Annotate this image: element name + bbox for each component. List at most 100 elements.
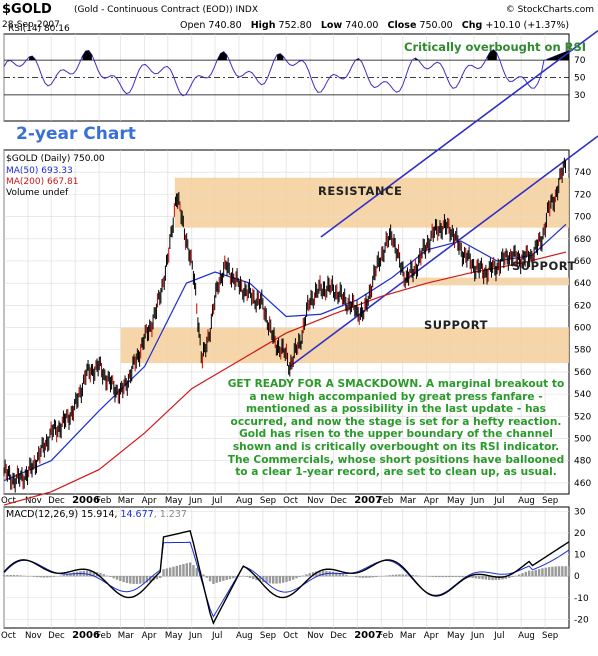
zone-support-1	[402, 277, 569, 286]
x-tick-price-23: Sep	[542, 496, 558, 506]
y-tick-460: 460	[574, 479, 591, 489]
x-tick-macd-18: Apr	[424, 631, 439, 641]
y-tick-680: 680	[574, 235, 591, 245]
copyright: © StockCharts.com	[505, 5, 594, 15]
y-tick-520: 520	[574, 412, 591, 422]
ticker-symbol: $GOLD	[2, 2, 52, 17]
chart-period-title: 2-year Chart	[16, 124, 136, 144]
rsi-tick-70: 70	[574, 56, 586, 66]
quote-date: 28-Sep-2007	[2, 20, 60, 30]
rsi-tick-50: 50	[574, 74, 586, 84]
y-tick-600: 600	[574, 324, 591, 334]
rsi-label: RSI(14) 80.16	[8, 24, 70, 34]
x-tick-macd-23: Sep	[542, 631, 558, 641]
commentary-text: GET READY FOR A SMACKDOWN. A marginal br…	[227, 378, 565, 479]
x-tick-macd-16: Feb	[378, 631, 393, 641]
high-label: High	[250, 20, 276, 31]
macd-tick-0: 30	[574, 507, 586, 517]
x-tick-price-12: Oct	[283, 496, 298, 506]
x-tick-macd-13: Nov	[307, 631, 324, 641]
y-tick-580: 580	[574, 346, 591, 356]
price-bars	[3, 157, 566, 493]
rsi-overbought-fill-6	[487, 49, 497, 61]
support-label-upper: SUPPORT	[512, 259, 576, 273]
x-tick-price-0: Oct	[1, 496, 16, 506]
x-tick-price-8: Jun	[188, 496, 202, 506]
rsi-overbought-fill-3	[277, 53, 284, 61]
x-tick-macd-3: 2006	[72, 630, 100, 641]
support-label-lower: SUPPORT	[424, 318, 488, 332]
legend-ma50-text: MA(50) 693.33	[6, 166, 73, 176]
y-tick-500: 500	[574, 435, 591, 445]
x-tick-macd-14: Dec	[330, 631, 347, 641]
x-tick-macd-7: May	[165, 631, 183, 641]
legend-price: $GOLD (Daily) 750.00	[6, 154, 105, 164]
y-tick-480: 480	[574, 457, 591, 467]
macd-tick-3: 0	[574, 572, 580, 582]
x-tick-macd-12: Oct	[283, 631, 298, 641]
x-tick-macd-0: Oct	[1, 631, 16, 641]
y-tick-700: 700	[574, 213, 591, 223]
rsi-overbought-fill-5	[415, 58, 419, 61]
x-tick-price-6: Apr	[142, 496, 157, 506]
macd-label-hist: , 1.237	[153, 509, 187, 520]
rsi-overbought-fill-7	[547, 50, 569, 61]
x-tick-price-13: Nov	[307, 496, 324, 506]
legend-volume-text: Volume undef	[6, 188, 69, 198]
x-tick-price-22: Aug	[518, 496, 535, 506]
zone-resistance	[174, 177, 569, 228]
x-tick-price-3: 2006	[72, 495, 100, 506]
macd-label: MACD(12,26,9) 15.914, 14.677, 1.237	[6, 509, 187, 520]
open-value: 740.80	[208, 20, 242, 31]
x-tick-macd-15: 2007	[354, 630, 382, 641]
x-tick-macd-5: Mar	[118, 631, 135, 641]
x-tick-macd-11: Sep	[260, 631, 276, 641]
legend-price-text: $GOLD (Daily) 750.00	[6, 154, 105, 164]
x-tick-price-19: May	[447, 496, 465, 506]
x-tick-macd-17: Mar	[400, 631, 417, 641]
rsi-overbought-fill-2	[217, 51, 227, 61]
macd-signal-line	[3, 541, 570, 618]
x-tick-macd-10: Aug	[236, 631, 253, 641]
rsi-tick-30: 30	[574, 91, 586, 101]
channel-upper	[320, 29, 598, 238]
x-tick-macd-9: Jul	[211, 631, 222, 641]
rsi-overbought-fill-0	[29, 56, 36, 61]
macd-tick-5: -20	[574, 615, 589, 625]
ohlc-readout: Open 740.80 High 752.80 Low 740.00 Close…	[180, 20, 569, 31]
rsi-overbought-fill-1	[82, 50, 92, 61]
legend-ma200-text: MA(200) 667.81	[6, 177, 79, 187]
x-tick-price-1: Nov	[25, 496, 42, 506]
legend-ma200: MA(200) 667.81	[6, 177, 78, 187]
y-tick-640: 640	[574, 279, 591, 289]
macd-line	[3, 530, 570, 625]
macd-label-main: MACD(12,26,9) 15.914,	[6, 509, 121, 520]
x-tick-price-7: May	[165, 496, 183, 506]
x-tick-macd-19: May	[447, 631, 465, 641]
zone-support-2	[120, 327, 569, 364]
x-tick-macd-21: Jul	[493, 631, 504, 641]
close-label: Close	[387, 20, 417, 31]
chg-value: +10.10 (+1.37%)	[485, 20, 570, 31]
rsi-overbought-fill-4	[355, 58, 359, 61]
x-tick-price-10: Aug	[236, 496, 253, 506]
y-tick-540: 540	[574, 390, 591, 400]
high-value: 752.80	[278, 20, 312, 31]
macd-tick-2: 10	[574, 551, 586, 561]
macd-tick-1: 20	[574, 529, 586, 539]
macd-label-signal: 14.677	[120, 509, 154, 520]
resistance-label: RESISTANCE	[318, 184, 403, 198]
low-label: Low	[320, 20, 343, 31]
x-tick-macd-22: Aug	[518, 631, 535, 641]
instrument-subtitle: (Gold - Continuous Contract (EOD)) INDX	[74, 5, 259, 15]
low-value: 740.00	[345, 20, 379, 31]
x-tick-price-17: Mar	[400, 496, 417, 506]
x-tick-price-4: Feb	[96, 496, 111, 506]
x-tick-price-9: Jul	[211, 496, 222, 506]
x-tick-price-21: Jul	[493, 496, 504, 506]
x-tick-price-18: Apr	[424, 496, 439, 506]
x-tick-price-5: Mar	[118, 496, 135, 506]
y-tick-560: 560	[574, 368, 591, 378]
